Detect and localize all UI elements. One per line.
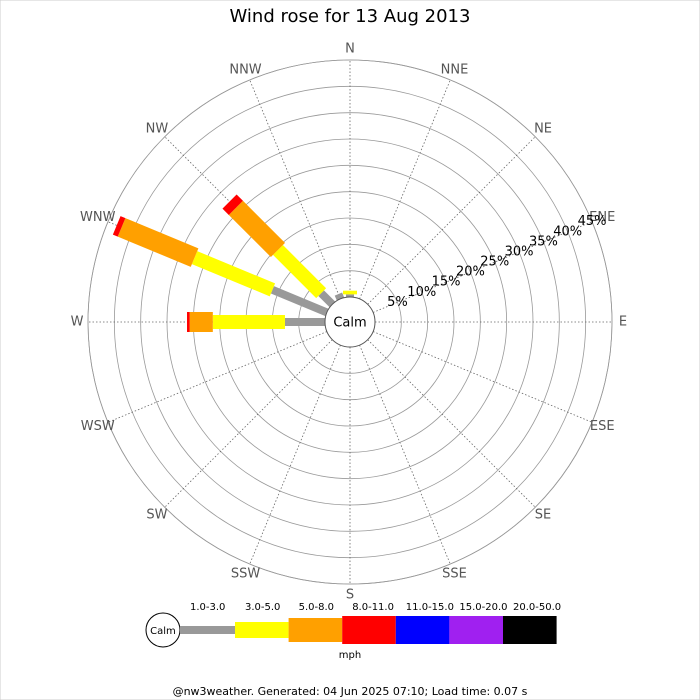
legend-swatch	[395, 616, 450, 644]
legend-label: 1.0-3.0	[190, 602, 225, 613]
legend-label: 3.0-5.0	[245, 602, 280, 613]
bar-segment	[273, 245, 327, 299]
grid	[87, 59, 613, 585]
r-tick-label: 10%	[407, 285, 436, 300]
grid-ring	[87, 59, 613, 585]
legend-label: 15.0-20.0	[459, 602, 507, 613]
legend-label: 20.0-50.0	[513, 602, 561, 613]
direction-label: NNE	[441, 62, 469, 77]
direction-label: SSE	[442, 567, 467, 582]
direction-label: W	[71, 315, 84, 330]
calm-circle	[324, 296, 376, 348]
legend-swatch	[180, 626, 235, 634]
spoke	[249, 344, 341, 565]
direction-label: E	[619, 315, 627, 330]
direction-label: N	[345, 42, 355, 57]
spoke	[372, 221, 593, 313]
r-tick-label: 20%	[456, 265, 485, 280]
legend-swatch	[503, 616, 557, 644]
bar-segment	[191, 251, 276, 297]
direction-bars	[334, 292, 345, 301]
footer: @nw3weather. Generated: 04 Jun 2025 07:1…	[173, 685, 528, 698]
legend-label: 8.0-11.0	[352, 602, 394, 613]
direction-bars	[112, 216, 329, 317]
r-tick-label: 40%	[553, 224, 582, 239]
legend-swatch	[235, 622, 289, 638]
spoke	[164, 339, 333, 508]
bar-segment	[334, 292, 345, 301]
bar-segment	[117, 218, 199, 267]
r-tick-label: 45%	[578, 214, 607, 229]
direction-label: NE	[534, 121, 552, 136]
bar-segment	[343, 290, 357, 295]
r-tick-label: 5%	[387, 295, 408, 310]
bars	[112, 194, 357, 332]
r-tick-label: 35%	[529, 234, 558, 249]
bar-segment	[346, 294, 354, 297]
direction-label: ESE	[590, 419, 615, 434]
spoke	[107, 331, 328, 423]
legend-label: 11.0-15.0	[406, 602, 454, 613]
bar-segment	[189, 312, 213, 332]
spoke	[367, 136, 536, 305]
bar-segment	[187, 312, 190, 332]
calm-label: Calm	[333, 316, 366, 331]
direction-label: NNW	[229, 62, 261, 77]
legend-label: 5.0-8.0	[299, 602, 334, 613]
r-tick-label: 15%	[432, 275, 461, 290]
direction-label: WSW	[81, 419, 115, 434]
spoke	[372, 331, 593, 423]
bar-segment	[222, 194, 243, 215]
spoke	[359, 344, 451, 565]
chart-title: Wind rose for 13 Aug 2013	[230, 6, 471, 27]
bar-segment	[284, 318, 325, 326]
spoke	[249, 79, 341, 300]
direction-bars	[187, 312, 325, 332]
direction-label: NW	[146, 121, 169, 136]
direction-label: WNW	[80, 210, 116, 225]
legend-calm-label: Calm	[150, 626, 176, 637]
direction-bars	[222, 194, 336, 308]
direction-label: S	[346, 588, 354, 603]
direction-label: SW	[146, 508, 167, 523]
spoke	[359, 79, 451, 300]
spoke	[367, 339, 536, 508]
legend-swatch	[342, 616, 396, 644]
bar-segment	[228, 200, 286, 258]
direction-label: SSW	[231, 567, 261, 582]
bar-segment	[212, 315, 285, 329]
direction-label: SE	[535, 508, 551, 523]
unit-label: mph	[339, 650, 361, 661]
bar-segment	[112, 216, 126, 237]
bar-segment	[270, 286, 329, 317]
grid-ring	[140, 112, 560, 532]
legend-swatch	[449, 616, 503, 644]
bar-segment	[318, 290, 336, 308]
r-tick-label: 25%	[480, 255, 509, 270]
direction-label: ENE	[589, 210, 615, 225]
direction-bars	[343, 290, 357, 297]
r-tick-label: 30%	[505, 244, 534, 259]
legend-swatch	[288, 618, 343, 642]
